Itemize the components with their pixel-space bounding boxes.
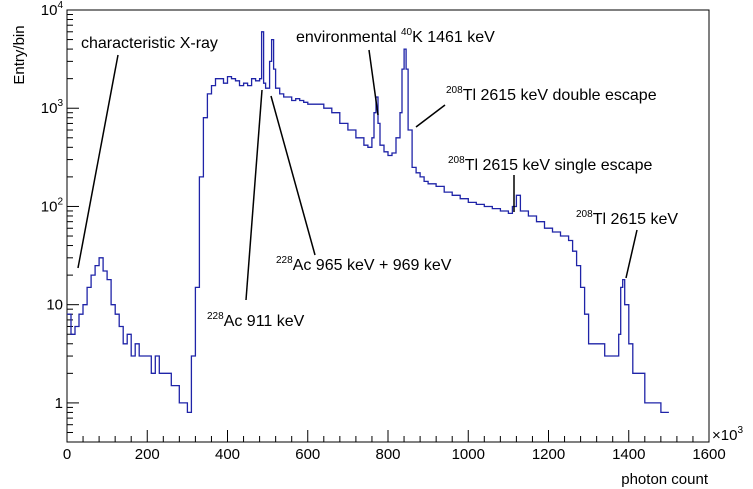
annotation-characteristic-xray-text: characteristic X-ray <box>81 35 218 52</box>
x-tick-label: 1200 <box>532 446 565 463</box>
annotation-leaders <box>77 49 638 301</box>
leader-tl-2615 <box>625 229 638 279</box>
annotation-tl-single-escape-text: Tl 2615 keV single escape <box>465 157 653 174</box>
axis-tick-labels: 0 200 400 600 800 1000 1200 1400 160011010210310… <box>41 0 726 463</box>
annotation-k40-prefix: environmental <box>296 29 401 46</box>
y-tick-label-base: 10 <box>41 100 58 117</box>
x-tick-label: 1400 <box>612 446 645 463</box>
annotation-k40-text: K 1461 keV <box>412 29 495 46</box>
x-tick-label: 0 <box>63 446 71 463</box>
y-tick-label-base: 10 <box>46 297 63 314</box>
annotation-tl-2615-text: Tl 2615 keV <box>593 211 679 228</box>
annotation-ac965-text: Ac 965 keV + 969 keV <box>293 257 452 274</box>
annotation-ac965: 228Ac 965 keV + 969 keV <box>276 255 452 274</box>
annotation-tl-double-escape-text: Tl 2615 keV double escape <box>463 87 657 104</box>
leader-ac965 <box>270 95 316 256</box>
x-tick-label: 400 <box>215 446 240 463</box>
y-tick-label: 102 <box>41 196 64 215</box>
annotation-characteristic-xray: characteristic X-ray <box>81 35 218 52</box>
annotation-k40: environmental 40K 1461 keV <box>296 27 495 46</box>
leader-tl-double-escape <box>415 104 446 128</box>
annotation-tl-double-escape-sup: 208 <box>446 85 463 96</box>
annotation-tl-double-escape: 208Tl 2615 keV double escape <box>446 85 657 104</box>
leader-characteristic-xray <box>77 54 119 269</box>
y-tick-label-exp: 2 <box>57 196 63 207</box>
annotation-k40-sup: 40 <box>401 27 413 38</box>
annotation-ac911: 228Ac 911 keV <box>207 311 305 330</box>
y-tick-label: 103 <box>41 98 64 117</box>
y-tick-label: 104 <box>41 0 64 19</box>
series-line-0 <box>67 31 669 414</box>
x-axis-multiplier-exp: 3 <box>737 425 743 436</box>
annotation-tl-2615-sup: 208 <box>576 209 593 220</box>
x-tick-label: 1600 <box>692 446 725 463</box>
x-axis-title: photon count <box>621 471 709 488</box>
x-tick-label: 600 <box>295 446 320 463</box>
x-tick-label: 800 <box>375 446 400 463</box>
annotation-tl-2615: 208Tl 2615 keV <box>576 209 678 228</box>
y-tick-label-exp: 3 <box>57 98 63 109</box>
annotation-ac911-sup: 228 <box>207 311 224 322</box>
y-tick-label-base: 10 <box>41 2 58 19</box>
annotation-tl-single-escape-sup: 208 <box>448 155 465 166</box>
y-tick-label-exp: 4 <box>57 0 63 11</box>
y-tick-label-base: 10 <box>41 198 58 215</box>
leader-ac911 <box>245 89 263 301</box>
y-axis-title: Entry/bin <box>11 25 28 84</box>
series-group <box>67 31 669 414</box>
annotation-tl-single-escape: 208Tl 2615 keV single escape <box>448 155 652 174</box>
axis-ticks <box>66 9 710 443</box>
leader-k40 <box>368 49 379 116</box>
annotation-ac965-sup: 228 <box>276 255 293 266</box>
x-tick-label: 200 <box>135 446 160 463</box>
x-axis-multiplier-base: ×10 <box>712 427 737 444</box>
y-tick-label: 1 <box>55 395 63 412</box>
x-axis-multiplier: ×103 <box>712 425 743 444</box>
annotation-ac911-text: Ac 911 keV <box>224 313 305 330</box>
y-tick-label: 10 <box>46 297 63 314</box>
x-tick-label: 1000 <box>452 446 485 463</box>
y-tick-label-base: 1 <box>55 395 63 412</box>
